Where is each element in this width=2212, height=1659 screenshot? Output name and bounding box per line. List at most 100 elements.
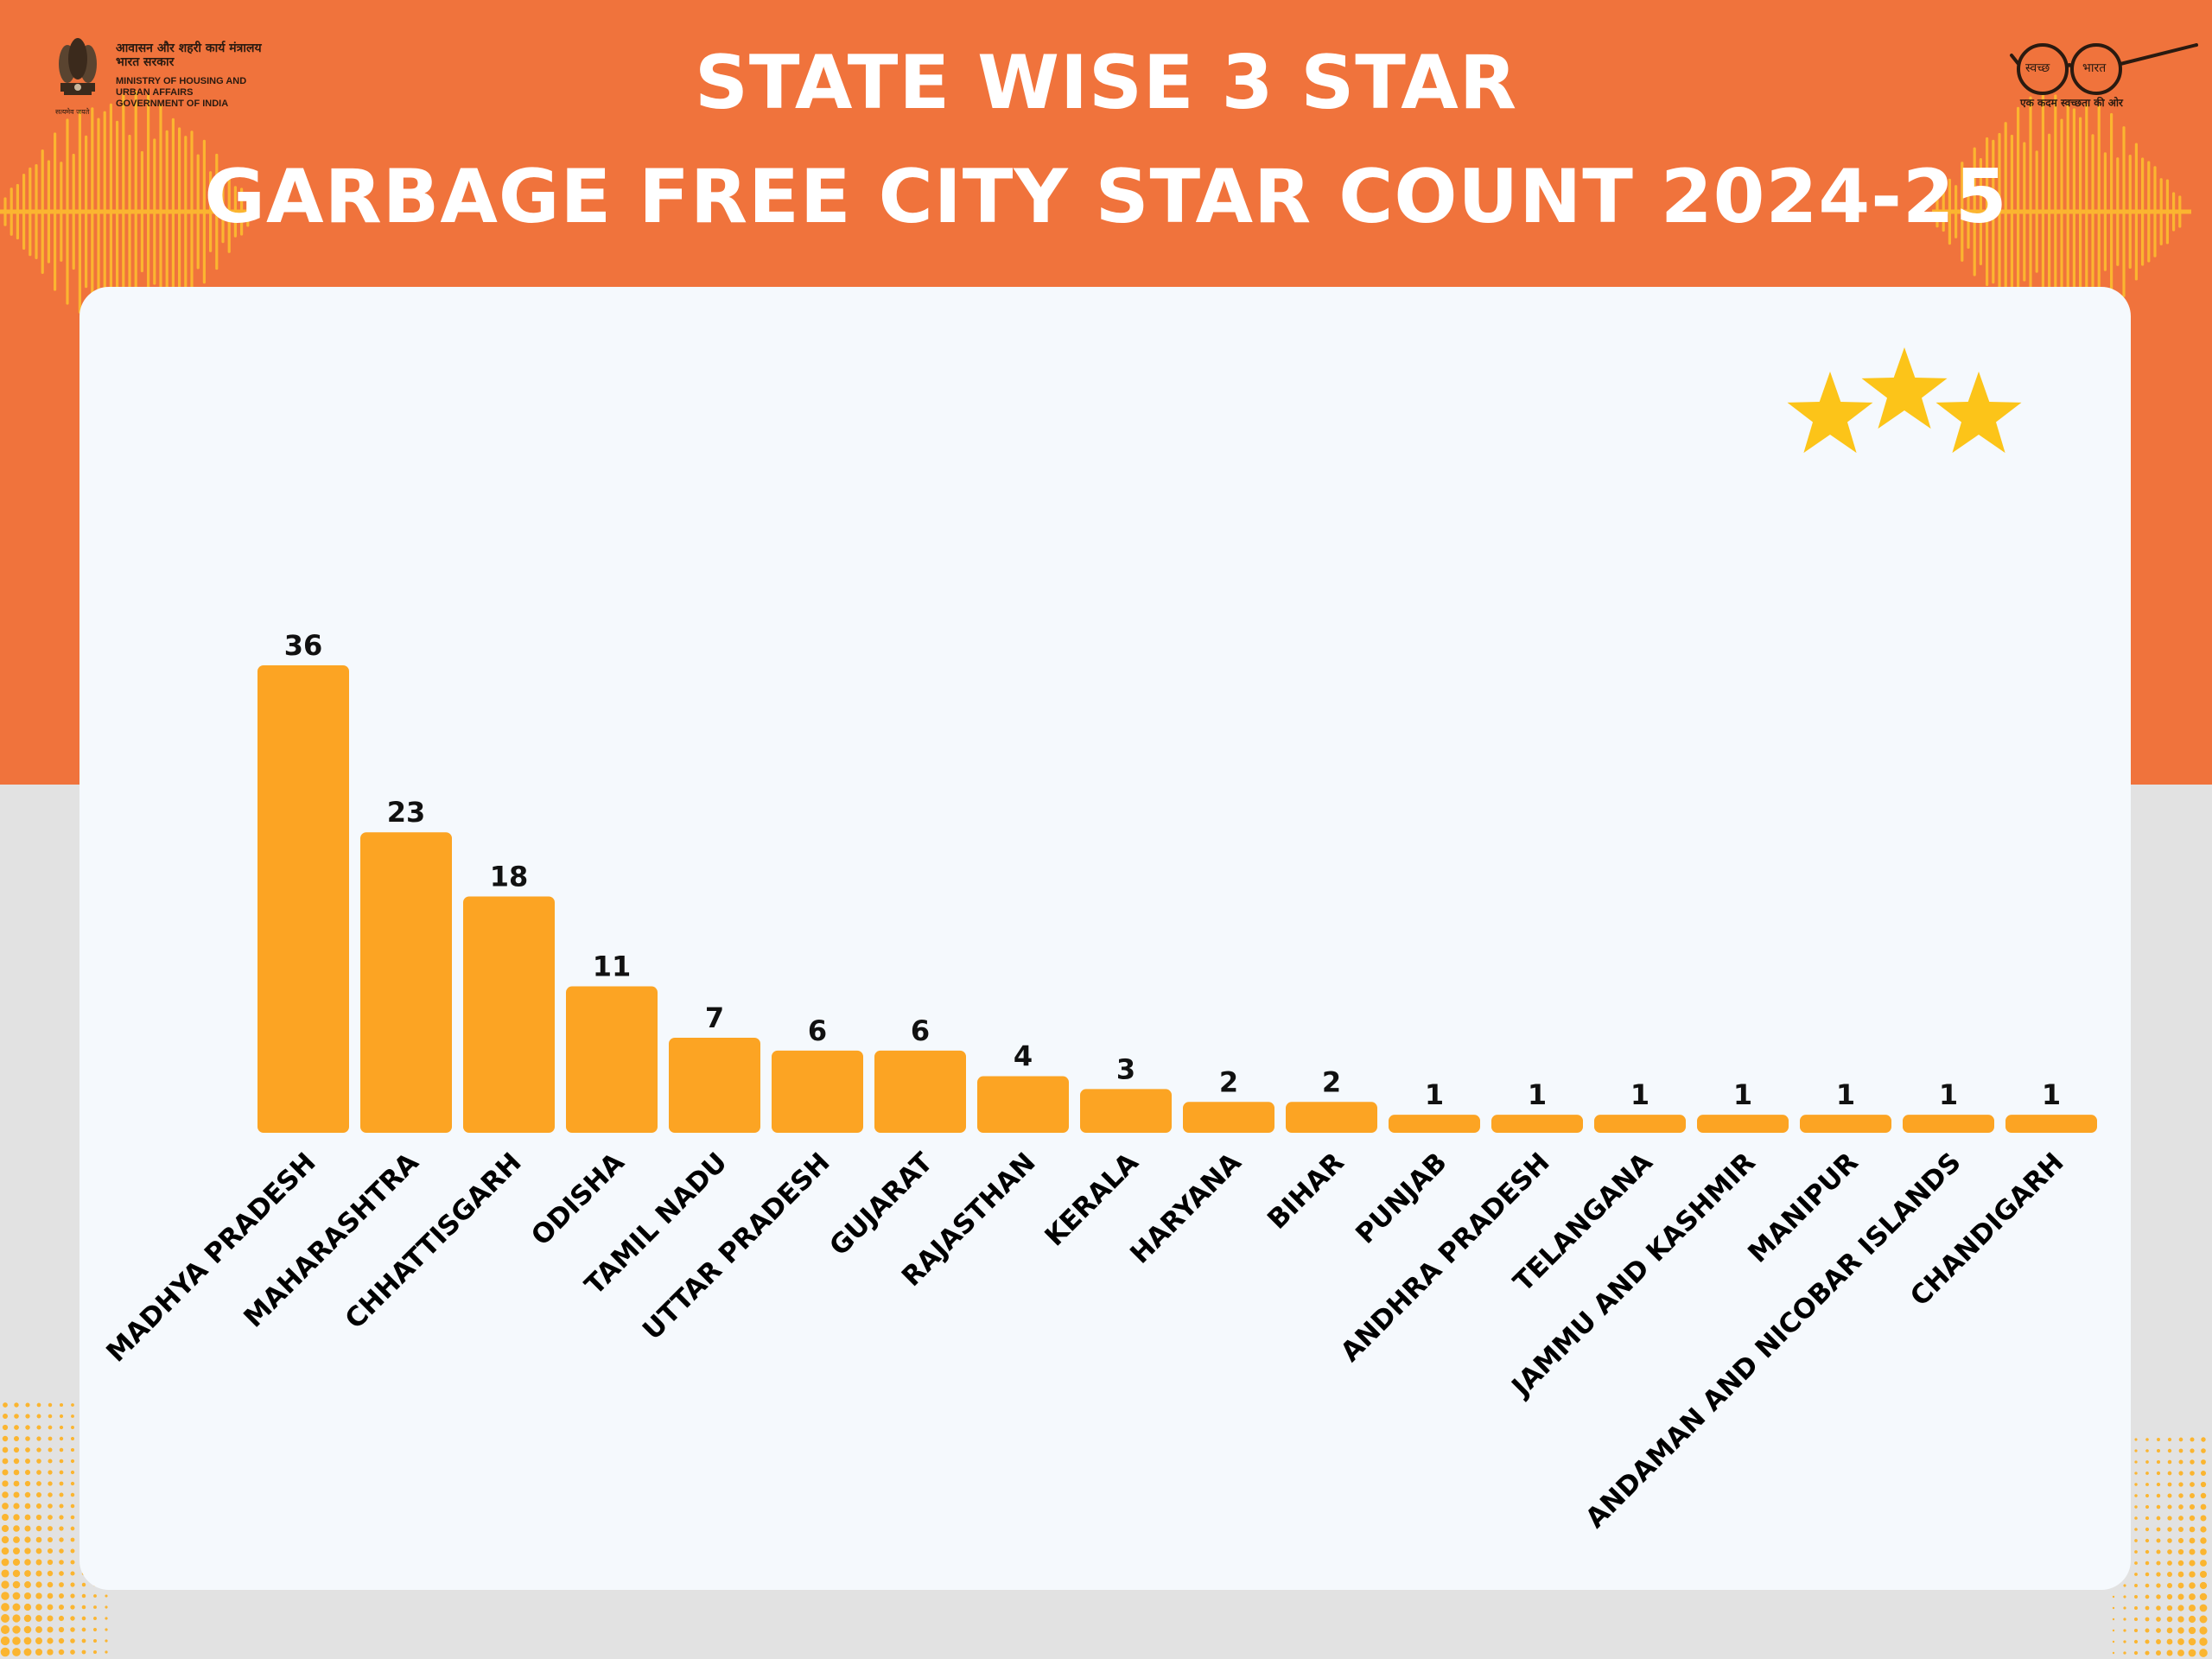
decor-dot: [2145, 1605, 2150, 1611]
decor-dot: [23, 1603, 32, 1611]
decor-dot: [1, 1535, 10, 1544]
bar-madhya-pradesh: [257, 665, 349, 1133]
decor-dot: [2133, 1650, 2139, 1656]
decor-dot: [24, 1491, 31, 1498]
decor-dot: [2156, 1594, 2161, 1599]
decor-dot: [13, 1480, 20, 1487]
decor-dot: [13, 1503, 20, 1510]
bar-gujarat: [874, 1050, 966, 1133]
decor-dot: [36, 1492, 41, 1497]
decor-dot: [13, 1446, 20, 1453]
decor-dot: [2134, 1483, 2138, 1486]
decor-dot: [2134, 1438, 2138, 1441]
bar-value-label: 2: [1219, 1065, 1238, 1098]
decor-dot: [2156, 1583, 2161, 1588]
decor-dot: [2167, 1459, 2172, 1465]
decor-dot: [93, 1617, 97, 1620]
decor-dot: [81, 1638, 86, 1643]
decor-dot: [35, 1559, 42, 1566]
decor-dot: [35, 1503, 42, 1510]
bar-kerala: [1080, 1089, 1172, 1133]
decor-dot: [2166, 1605, 2173, 1611]
decor-dot: [13, 1435, 20, 1442]
bar-value-label: 3: [1116, 1052, 1135, 1085]
decor-dot: [2199, 1626, 2208, 1635]
decor-dot: [2145, 1572, 2150, 1577]
decor-dot: [2177, 1582, 2184, 1589]
decor-dot: [2145, 1538, 2150, 1543]
decor-dot: [2167, 1549, 2172, 1554]
decor-dot: [2145, 1560, 2150, 1566]
decor-dot: [2, 1503, 9, 1510]
decor-dot: [25, 1459, 30, 1464]
decor-dot: [2156, 1605, 2161, 1611]
decor-dot: [47, 1604, 54, 1611]
decor-dot: [2190, 1459, 2195, 1465]
x-tick-label: ANDAMAN AND NICOBAR ISLANDS: [1580, 1147, 1967, 1534]
decor-dot: [2190, 1471, 2195, 1476]
decor-dot: [71, 1414, 74, 1418]
decor-dot: [2199, 1637, 2208, 1646]
decor-dot: [105, 1628, 108, 1631]
decor-dot: [24, 1514, 31, 1521]
decor-dot: [93, 1628, 97, 1631]
decor-dot: [2189, 1560, 2196, 1567]
decor-dot: [81, 1616, 86, 1621]
decor-dot: [48, 1447, 53, 1452]
decor-dot: [47, 1570, 54, 1577]
decor-dot: [2145, 1617, 2150, 1622]
decor-dot: [2177, 1649, 2184, 1656]
decor-dot: [81, 1627, 86, 1632]
decor-dot: [35, 1592, 42, 1599]
decor-dot: [2167, 1493, 2172, 1498]
dot-pattern-left-decoration: [0, 1402, 108, 1657]
decor-dot: [2177, 1638, 2184, 1645]
decor-dot: [2145, 1471, 2149, 1475]
decor-dot: [12, 1580, 21, 1589]
decor-dot: [2166, 1593, 2173, 1600]
bar-odisha: [566, 986, 658, 1133]
decor-dot: [2190, 1448, 2195, 1453]
decor-dot: [59, 1481, 64, 1486]
decor-dot: [36, 1436, 41, 1441]
x-tick-label: KERALA: [1039, 1147, 1144, 1252]
decor-dot: [24, 1570, 31, 1577]
decor-dot: [70, 1649, 75, 1655]
decor-dot: [2157, 1449, 2160, 1452]
decor-dot: [2156, 1628, 2161, 1633]
decor-dot: [35, 1615, 42, 1622]
decor-dot: [2112, 1651, 2115, 1655]
decor-dot: [2167, 1504, 2172, 1510]
decor-dot: [93, 1605, 97, 1609]
decor-dot: [59, 1425, 64, 1430]
decor-dot: [1, 1558, 10, 1567]
decor-dot: [58, 1649, 65, 1656]
decor-dot: [2134, 1573, 2138, 1576]
decor-dot: [2145, 1527, 2150, 1532]
decor-dot: [2178, 1471, 2183, 1476]
national-emblem-icon: [59, 38, 97, 95]
decor-dot: [59, 1548, 64, 1554]
decor-dot: [2156, 1560, 2161, 1566]
star-icon: [1787, 372, 1873, 454]
decor-dot: [1, 1614, 10, 1623]
decor-dot: [2112, 1595, 2115, 1599]
decor-dot: [13, 1548, 20, 1554]
bar-chandigarh: [2005, 1115, 2097, 1133]
chart-card: 36 MADHYA PRADESH 23 MAHARASHTRA 18 CHHATTISG…: [79, 287, 2131, 1590]
decor-dot: [2200, 1492, 2207, 1499]
swachh-text: स्वच्छ: [2025, 61, 2050, 75]
decor-dot: [2167, 1527, 2172, 1532]
decor-dot: [2123, 1595, 2126, 1599]
decor-dot: [59, 1459, 64, 1464]
decor-dot: [2123, 1606, 2126, 1610]
decor-dot: [47, 1548, 54, 1554]
decor-dot: [3, 1402, 8, 1408]
decor-dot: [93, 1639, 97, 1643]
decor-dot: [93, 1594, 97, 1598]
decor-dot: [48, 1503, 53, 1509]
star-icon: [1936, 372, 2022, 454]
bar-value-label: 11: [593, 950, 632, 983]
decor-dot: [36, 1414, 41, 1419]
